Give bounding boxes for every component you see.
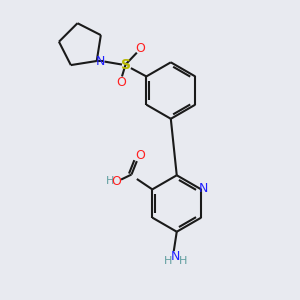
- Text: N: N: [96, 55, 105, 68]
- Text: N: N: [199, 182, 208, 195]
- Text: H: H: [106, 176, 114, 186]
- Text: O: O: [111, 175, 121, 188]
- Text: H: H: [164, 256, 172, 266]
- Text: H: H: [179, 256, 188, 266]
- Text: S: S: [121, 58, 130, 71]
- Text: N: N: [171, 250, 180, 262]
- Text: O: O: [116, 76, 126, 89]
- Text: O: O: [136, 149, 145, 162]
- Text: O: O: [136, 42, 145, 55]
